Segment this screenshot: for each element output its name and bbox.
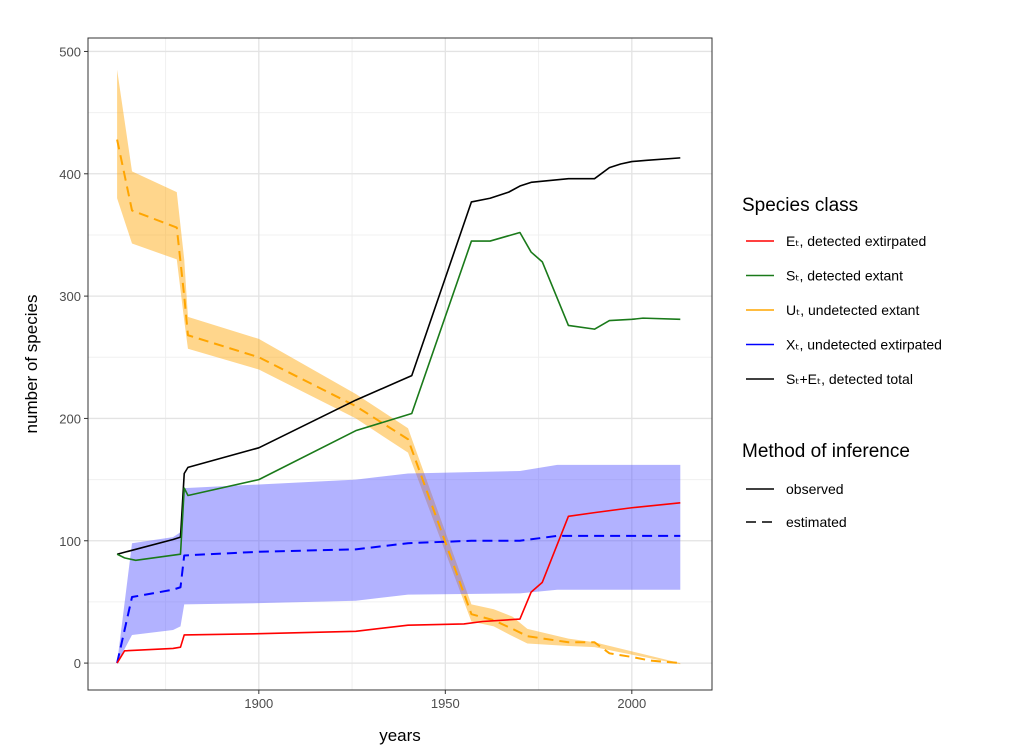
- legend-item-label: Xₜ, undetected extirpated: [786, 337, 942, 353]
- y-tick-label: 500: [59, 44, 81, 59]
- series-line-u: [116, 139, 681, 665]
- y-tick-label: 300: [59, 289, 81, 304]
- x-tick-label: 2000: [617, 696, 646, 711]
- y-tick-label: 0: [74, 656, 81, 671]
- band-x: [117, 464, 681, 664]
- x-tick-label: 1900: [244, 696, 273, 711]
- y-tick-label: 200: [59, 411, 81, 426]
- series-line-e: [116, 502, 681, 664]
- x-tick-label: 1950: [431, 696, 460, 711]
- legend: Species class Eₜ, detected extirpated Sₜ,…: [742, 195, 942, 530]
- confidence-bands: [117, 69, 681, 665]
- y-axis-label: number of species: [22, 295, 41, 434]
- legend-item-label: Eₜ, detected extirpated: [786, 233, 926, 249]
- legend-item-label: Uₜ, undetected extant: [786, 302, 919, 318]
- legend-method-label: observed: [786, 481, 844, 497]
- series-line-s: [116, 231, 681, 562]
- legend-item-label: Sₜ+Eₜ, detected total: [786, 371, 913, 387]
- legend-title-species: Species class: [742, 195, 858, 216]
- legend-method-label: estimated: [786, 514, 847, 530]
- series-lines: [116, 139, 681, 665]
- y-tick-label: 100: [59, 534, 81, 549]
- series-line-x: [116, 534, 681, 664]
- grid: [88, 38, 712, 690]
- x-axis-label: years: [379, 726, 421, 745]
- series-line-s-plus-e: [116, 157, 681, 555]
- legend-title-method: Method of inference: [742, 441, 910, 462]
- y-tick-label: 400: [59, 167, 81, 182]
- legend-item-label: Sₜ, detected extant: [786, 268, 903, 284]
- plot-border: [87, 37, 713, 691]
- axis-ticks: 1900 1950 2000 0 100 200 300 400 500: [59, 44, 646, 711]
